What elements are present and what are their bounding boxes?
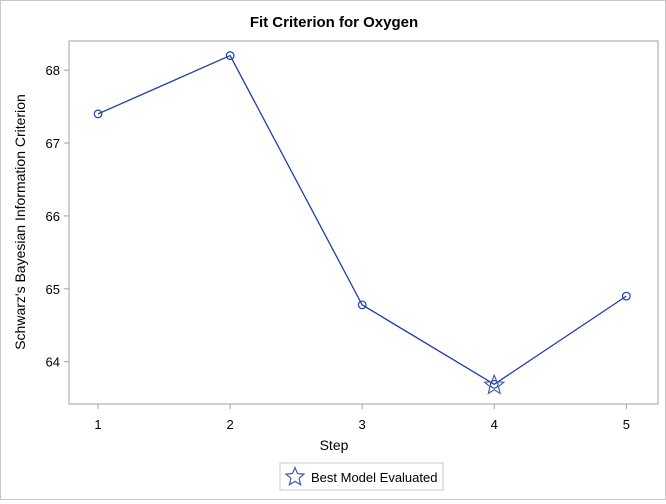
x-tick-label: 3 xyxy=(359,417,366,432)
legend-box xyxy=(279,462,444,491)
x-tick-label: 2 xyxy=(226,417,233,432)
y-axis: 64 65 66 67 68 xyxy=(46,63,69,370)
plot-frame xyxy=(68,40,659,405)
y-tick-label: 66 xyxy=(46,209,60,224)
best-model-star-marker xyxy=(483,373,506,395)
y-axis-label: Schwarz's Bayesian Information Criterion xyxy=(12,94,28,350)
legend: Best Model Evaluated xyxy=(279,462,444,491)
y-tick-label: 64 xyxy=(46,355,60,370)
star-icon xyxy=(284,465,306,486)
x-tick-label: 1 xyxy=(94,417,101,432)
series-line xyxy=(93,51,631,395)
data-point xyxy=(225,51,235,60)
data-point xyxy=(357,300,367,310)
y-tick-label: 68 xyxy=(46,63,60,78)
chart-title: Fit Criterion for Oxygen xyxy=(250,14,418,31)
data-point xyxy=(489,379,499,389)
x-tick-label: 5 xyxy=(623,417,630,432)
y-tick-label: 67 xyxy=(46,136,60,151)
data-line xyxy=(97,54,627,386)
x-axis-label: Step xyxy=(320,437,349,453)
legend-label: Best Model Evaluated xyxy=(311,470,437,485)
x-tick-label: 4 xyxy=(491,417,498,432)
data-point xyxy=(93,109,103,119)
x-axis: 1 2 3 4 5 xyxy=(94,404,630,432)
data-point xyxy=(621,291,631,301)
y-tick-label: 65 xyxy=(46,282,60,297)
